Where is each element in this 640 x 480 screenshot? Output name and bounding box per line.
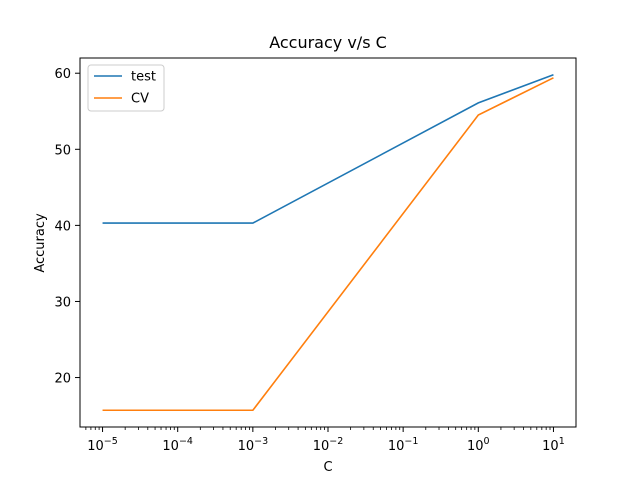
y-tick-label: 20	[54, 372, 71, 387]
legend-label-cv: CV	[131, 92, 149, 107]
x-tick-label: 10−4	[162, 436, 193, 454]
series-layer	[102, 73, 554, 412]
series-line-cv	[102, 77, 554, 412]
x-tick-label: 100	[467, 436, 490, 454]
plot-area	[80, 58, 576, 427]
x-axis: 10−5 10−4 10−3 10−2 10−1 100 101	[85, 427, 565, 454]
y-tick-label: 40	[54, 219, 71, 234]
y-axis: 20 30 40 50 60	[54, 67, 80, 387]
x-tick-label: 10−1	[388, 436, 419, 454]
x-tick-label: 10−2	[313, 436, 344, 454]
y-axis-title: Accuracy	[33, 213, 48, 273]
x-tick-label: 10−3	[238, 436, 269, 454]
chart-title: Accuracy v/s C	[269, 33, 387, 52]
legend: test CV	[87, 64, 165, 112]
x-axis-title: C	[323, 460, 332, 475]
y-tick-label: 60	[54, 67, 71, 82]
y-tick-label: 50	[54, 143, 71, 158]
x-tick-label: 101	[542, 436, 565, 454]
y-tick-label: 30	[54, 295, 71, 310]
series-line-test	[102, 73, 554, 224]
legend-label-test: test	[131, 70, 156, 85]
x-tick-label: 10−5	[87, 436, 118, 454]
